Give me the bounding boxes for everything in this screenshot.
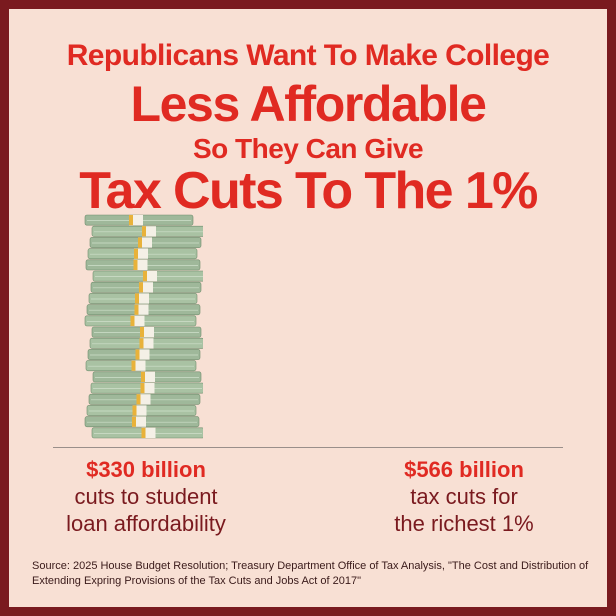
poster: Republicans Want To Make College Less Af… [9,9,607,607]
left-stat-line-2: loan affordability [66,511,226,536]
divider [53,447,563,448]
left-stat: $330 billion cuts to student loan afford… [31,456,261,537]
left-stat-amount: $330 billion [86,457,206,482]
money-stack-icon [84,214,203,439]
headline-line-3: So They Can Give [192,133,424,164]
left-stat-line-1: cuts to student [74,484,218,509]
right-stat: $566 billion tax cuts for the richest 1% [349,456,579,537]
headline-line-1: Republicans Want To Make College [66,39,550,72]
headline-line-4: Tax Cuts To The 1% [79,162,538,220]
right-stat-line-1: tax cuts for [410,484,518,509]
right-stat-amount: $566 billion [404,457,524,482]
right-stat-line-2: the richest 1% [394,511,534,536]
headline-line-2: Less Affordable [130,76,486,132]
source-citation: Source: 2025 House Budget Resolution; Tr… [32,560,589,587]
